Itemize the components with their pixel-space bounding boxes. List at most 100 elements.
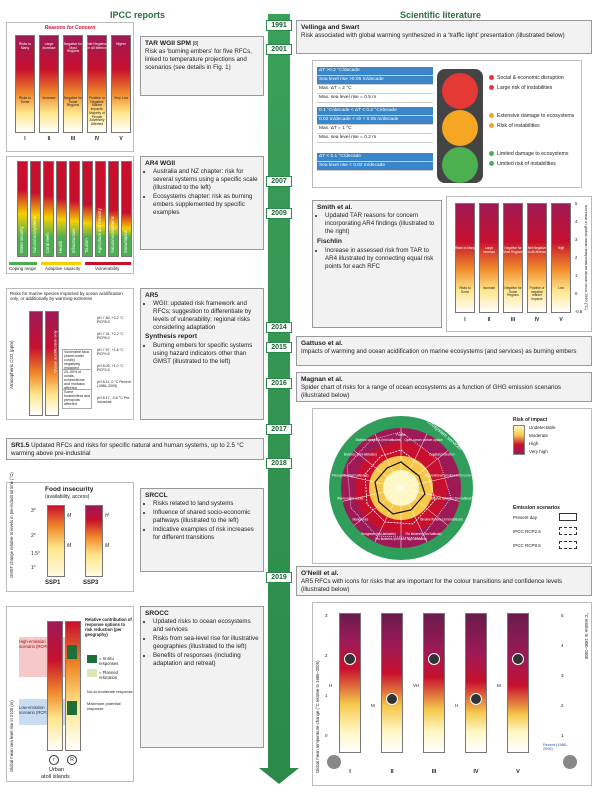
srccl-figure: Food insecurity (availability, access) G…	[6, 472, 134, 592]
gattuso-body: Impacts of warming and ocean acidificati…	[301, 348, 577, 356]
srocc-figure: Global mean sea level rise in 2100 (m) H…	[6, 606, 134, 782]
year-2001: 2001	[266, 44, 292, 55]
spider-svg: Coastal and marine organisms Ecosystem s…	[329, 410, 479, 560]
tar-top-label: Large Increase	[42, 42, 56, 50]
smith-column-label: V	[559, 317, 563, 323]
traffic-legend-text: Large risk of instabilities	[497, 85, 553, 91]
smith-bottom-label: Negative for Some Regions	[504, 286, 522, 298]
spoke-label: Bivalve fisheries (mid-latitude)	[420, 517, 463, 521]
traffic-criteria-line: Max. ΔT = 1 °C	[317, 125, 433, 134]
scientific-literature-header: Scientific literature	[400, 10, 482, 20]
risk-legend-title: Risk of impact	[513, 417, 548, 423]
smith-ember-2	[479, 203, 499, 313]
ar5-scenario-label: pH 7.80, +3.2 °C RCP8.5	[97, 316, 124, 324]
ar4-wgii-box: AR4 WGII Australia and NZ chapter: risk …	[140, 156, 264, 250]
smith-ylabel: Increase in global mean temperature abov…	[584, 205, 589, 310]
tar-figure-title: Reasons for Concern	[44, 25, 96, 31]
legend-dot-icon	[489, 113, 494, 119]
spoke-line	[400, 487, 428, 543]
vellinga-title: Vellinga and Swart	[301, 24, 360, 31]
risk-icon	[428, 653, 440, 665]
ar4-item: Australia and NZ chapter: risk for sever…	[153, 168, 259, 192]
spoke-line	[353, 487, 402, 526]
risk-level-label: High	[529, 441, 539, 446]
tar-column-label: V	[119, 136, 123, 142]
tar-ember-5	[111, 35, 131, 133]
oneill-column-label: III	[431, 769, 437, 775]
confidence-mark: M	[497, 683, 501, 688]
emission-swatch	[559, 527, 577, 535]
smith-tick: -0.6	[575, 309, 583, 314]
tar-bottom-label: Negative for Some Regions	[63, 96, 83, 108]
year-2018: 2018	[266, 458, 292, 469]
smith-ember-1	[455, 203, 475, 313]
smith-column-label: III	[510, 317, 516, 323]
traffic-criteria-line: Max. ΔT = 2 °C	[317, 85, 433, 94]
year-1991: 1991	[266, 20, 292, 31]
spoke-line	[353, 450, 402, 489]
legend-in-situ: = In situ responses	[99, 656, 119, 666]
year-2016: 2016	[266, 378, 292, 389]
oneill-tick-left: 1	[325, 693, 328, 698]
ar5-scenario-label: pH 8.17, -0.6 °C Pre-industrial	[97, 396, 131, 404]
ar5-scenario-label: pH 7.91, +2.2 °C RCP6.0	[97, 332, 124, 340]
traffic-criteria-line: 0.02 m/decade < slr < 0.05 m/decade	[317, 116, 433, 125]
oneill-ember-2	[381, 613, 403, 753]
ar4-column-label: Agriculture and Forestry	[97, 208, 102, 253]
ember-acidification-warming	[45, 311, 59, 416]
traffic-criteria-line: Max. sea level rise = 0.5 m	[317, 94, 433, 103]
srocc-item: Benefits of responses (including adaptat…	[153, 652, 259, 668]
coping-bar	[9, 262, 37, 265]
srccl-item: Risks related to land systems	[153, 500, 259, 508]
sr15-title: SR1.5	[11, 442, 30, 449]
year-2007: 2007	[266, 176, 292, 187]
traffic-legend-item: Large risk of instabilities	[489, 85, 552, 91]
risk-icon	[386, 693, 398, 705]
confidence-mark: M	[371, 703, 375, 708]
srccl-tick: 2°	[31, 533, 36, 539]
risk-icon	[512, 653, 524, 665]
ar5-ocean-figure: Risks for marine species impacted by oce…	[6, 288, 134, 420]
ar4-column	[108, 161, 119, 257]
oneill-body: AR5 RFCs with icons for risks that are i…	[301, 578, 563, 594]
ar4-column-label: Tourism	[84, 238, 89, 253]
smith-column-label: II	[487, 317, 491, 323]
vulnerability-bar	[85, 262, 131, 265]
srocc-item: Updated risks to ocean ecosystems and se…	[153, 618, 259, 634]
srccl-title: SRCCL	[145, 492, 168, 499]
relocation-swatch	[87, 669, 97, 677]
ar4-column	[82, 161, 93, 257]
spoke-line	[400, 450, 449, 489]
tar-column-label: III	[70, 136, 76, 142]
srocc-xlabel: Urban	[49, 767, 64, 773]
tar-ember-figure: Reasons for Concern Risks to Many Risks t…	[6, 22, 134, 152]
oneill-ember-5	[507, 613, 529, 753]
oneill-ylabel-right: °C relative to 1850–1900	[584, 613, 589, 660]
legend-max-response: Maximum potential response	[87, 701, 121, 711]
smith-ember-3	[503, 203, 523, 313]
srccl-fig-subtitle: (availability, access)	[45, 494, 90, 500]
traffic-criteria-line: Sea level rise < 0.02 m/decade	[317, 162, 433, 171]
spoke-label: Seagrass (mid-latitudes)	[361, 532, 396, 536]
tar-ref: [8]	[192, 41, 199, 47]
marker-r: r	[49, 755, 59, 765]
ar4-column-label: Natural ecosystems	[110, 216, 115, 253]
traffic-criteria-line: Max. sea level rise = 0.2 m	[317, 134, 433, 143]
timeline-arrow	[259, 768, 299, 784]
legend-no-response: No-to-moderate response	[87, 689, 133, 694]
ember-acidification-only	[29, 311, 43, 416]
spoke-label: Finfish	[396, 433, 406, 437]
srocc-ember-R	[65, 621, 81, 751]
traffic-criteria-line: ΔT >0.2 °C/decade	[317, 67, 433, 76]
timeline-bar	[268, 14, 290, 774]
year-2019: 2019	[266, 572, 292, 583]
tar-title: TAR WGII SPM	[145, 40, 192, 47]
emission-item: Present day	[513, 515, 538, 520]
oneill-column-label: IV	[473, 769, 479, 775]
smith-ember-4	[527, 203, 547, 313]
ar4-column-label: Coral reefs	[45, 232, 50, 253]
year-2015: 2015	[266, 342, 292, 353]
tar-column-label: IV	[94, 136, 100, 142]
traffic-criteria-row: 0.1 °C/decade < ΔT < 0.2 °C/decade 0.02 m…	[317, 107, 433, 143]
smith-tick: 1	[575, 273, 578, 278]
